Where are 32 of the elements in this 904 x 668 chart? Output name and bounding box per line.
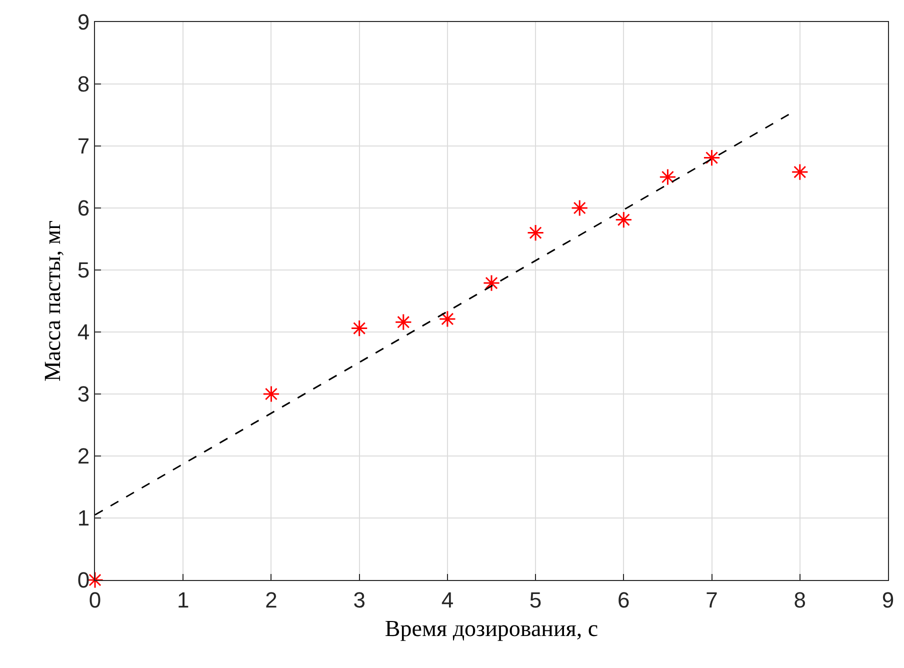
- x-tick-label: 8: [794, 587, 806, 612]
- point: [438, 310, 456, 328]
- point: [527, 224, 544, 242]
- x-tick-label: 7: [706, 587, 718, 612]
- y-axis-title: Масса пасты, мг: [40, 220, 65, 382]
- y-tick-label: 5: [77, 258, 90, 283]
- y-tick-label: 2: [77, 444, 90, 469]
- y-tick-label: 8: [77, 72, 90, 97]
- y-tick-label: 6: [77, 196, 90, 221]
- y-tick-label: 0: [77, 568, 90, 593]
- point: [703, 149, 720, 166]
- y-tick-label: 3: [77, 382, 90, 407]
- x-tick-label: 1: [176, 587, 190, 612]
- y-tick-label: 1: [77, 506, 90, 531]
- point: [615, 211, 632, 228]
- x-tick-label: 5: [529, 587, 542, 612]
- point: [659, 168, 676, 186]
- x-tick-label: 3: [353, 587, 366, 612]
- point: [394, 314, 412, 331]
- x-axis-title: Время дозирования, с: [384, 616, 598, 641]
- x-tick-label: 6: [618, 587, 630, 612]
- point: [482, 274, 500, 292]
- y-tick-label: 9: [77, 10, 90, 35]
- x-tick-label: 9: [882, 587, 894, 612]
- point: [791, 163, 808, 181]
- point: [262, 385, 280, 403]
- point: [350, 320, 368, 337]
- x-tick-label: 2: [265, 587, 278, 612]
- y-tick-label: 7: [77, 134, 90, 159]
- y-tick-label: 4: [77, 320, 90, 345]
- point: [571, 199, 588, 217]
- x-tick-label: 4: [441, 587, 454, 612]
